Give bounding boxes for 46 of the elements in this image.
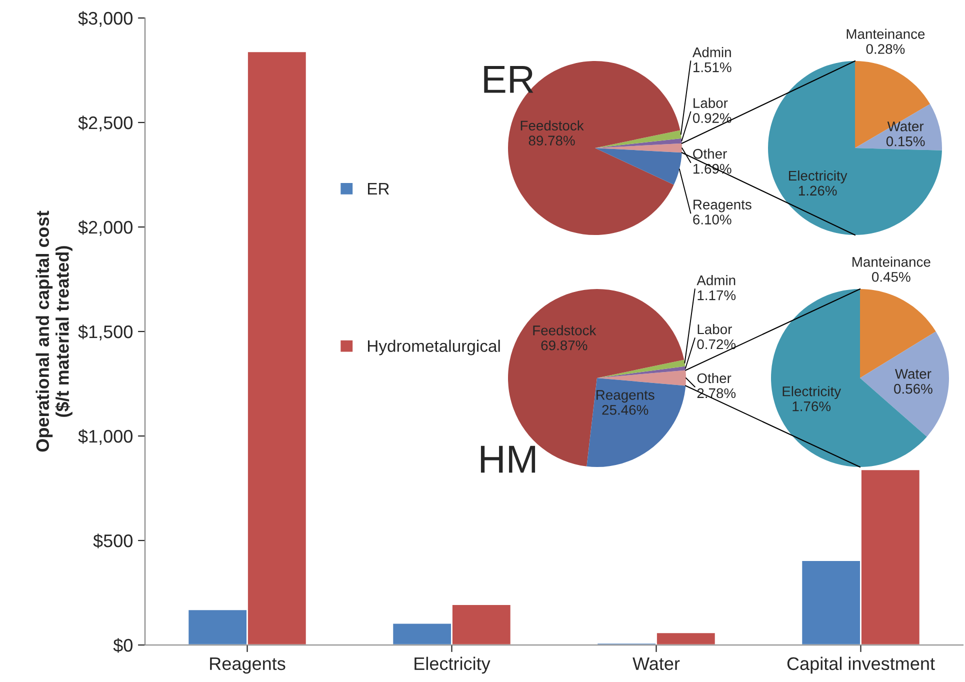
- slice-label: Water: [895, 369, 932, 379]
- data-label: 0.92%: [692, 113, 732, 123]
- slice-label: Other: [693, 148, 727, 159]
- x-tick-label: Reagents: [210, 657, 286, 674]
- data-label: 1.17%: [698, 290, 736, 300]
- data-label: 25.46%: [602, 404, 648, 415]
- text: HM: [480, 446, 536, 473]
- chart-title: ER: [484, 66, 534, 93]
- data-label: 1.51%: [694, 62, 732, 72]
- data-label: 1.76%: [792, 401, 831, 412]
- slice-label: Water: [887, 122, 924, 132]
- x-tick-label: Capital investment: [787, 656, 935, 674]
- y-tick-label: $1,000: [78, 429, 132, 445]
- y-tick-label: $0: [113, 638, 132, 653]
- slice-label: Reagents: [596, 390, 654, 403]
- data-label: 89.78%: [528, 136, 575, 146]
- y-tick-label: $2,500: [78, 116, 132, 132]
- slice-label: Feedstock: [533, 325, 596, 336]
- slice-label: Other: [697, 372, 732, 384]
- data-label: 0.28%: [866, 44, 905, 54]
- slice-label: Feedstock: [520, 120, 584, 131]
- slice-label: Admin: [692, 47, 731, 58]
- slice-label: Labor: [698, 324, 732, 334]
- data-label: 69.87%: [541, 340, 588, 350]
- data-label: 0.45%: [872, 272, 910, 282]
- legend-label: Hydrometalurgical: [368, 340, 500, 356]
- slice-label: Manteinance: [852, 256, 930, 267]
- slice-label: Admin: [696, 275, 736, 286]
- slice-label: Labor: [694, 98, 728, 108]
- slice-label: Electricity: [789, 170, 848, 184]
- x-tick-label: Electricity: [414, 656, 490, 674]
- slice-label: Reagents: [694, 200, 752, 212]
- data-label: 0.56%: [894, 384, 932, 394]
- data-label: 0.72%: [697, 339, 736, 350]
- data-label: 0.15%: [886, 136, 925, 146]
- data-label: 6.10%: [693, 214, 732, 224]
- y-axis-title: Operational and capital cost ($/t material treated): [36, 210, 72, 452]
- y-tick-label: $3,000: [78, 11, 132, 27]
- slice-label: Electricity: [782, 386, 842, 400]
- legend-label: ER: [368, 183, 390, 195]
- data-label: 1.26%: [798, 186, 837, 196]
- y-tick-label: $2,000: [78, 220, 132, 236]
- slice-label: Manteinance: [846, 28, 925, 39]
- y-tick-label: $1,500: [78, 324, 132, 340]
- x-tick-label: Water: [632, 657, 680, 670]
- y-tick-label: $500: [93, 534, 132, 548]
